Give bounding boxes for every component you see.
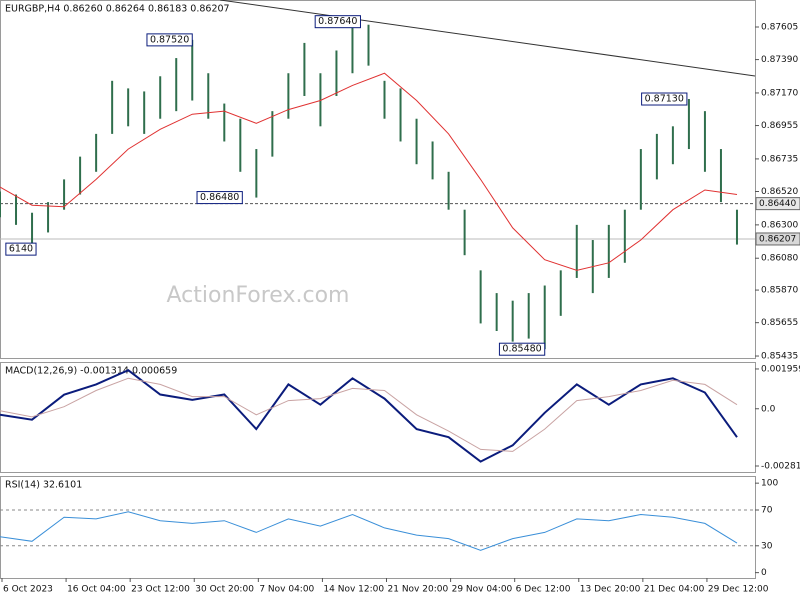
price-annotation: 0.86480 <box>196 191 243 205</box>
indicator-line <box>0 511 738 551</box>
x-tick-label: 6 Dec 12:00 <box>516 585 571 595</box>
x-tick-label: 21 Dec 04:00 <box>644 585 705 595</box>
annotation-label: 0.85480 <box>502 344 541 355</box>
panel-frame <box>0 362 756 473</box>
panel-title: MACD(12,26,9) -0.001314 0.000659 <box>5 366 177 377</box>
annotation-label: 6140 <box>9 244 33 255</box>
x-tick-label: 7 Nov 04:00 <box>259 585 314 595</box>
y-tick-label: 70 <box>761 506 773 516</box>
panel-title: RSI(14) 32.6101 <box>5 480 82 491</box>
panel-frame <box>0 0 756 359</box>
y-tick-label: -0.002818 <box>761 461 800 471</box>
y-tick-label: 0.86080 <box>761 254 798 264</box>
y-tick-label: 0.001959 <box>761 364 800 374</box>
indicator-line <box>0 369 738 463</box>
x-tick-label: 29 Dec 12:00 <box>708 585 769 595</box>
y-tick-label: 0.86300 <box>761 220 798 230</box>
annotation-box <box>5 242 37 256</box>
x-tick-label: 23 Oct 12:00 <box>131 585 190 595</box>
annotation-box <box>641 92 688 106</box>
price-annotation: 0.85480 <box>498 342 546 356</box>
annotation-label: 0.86480 <box>200 192 239 203</box>
y-tick-label: 0.85870 <box>761 286 798 296</box>
annotation-label: 0.87520 <box>150 34 189 45</box>
price-annotation: 6140 <box>5 242 37 256</box>
y-tick-label: 0.87390 <box>761 55 798 65</box>
annotation-box <box>498 342 546 356</box>
x-tick-label: 6 Oct 2023 <box>3 585 53 595</box>
annotation-label: 0.87640 <box>318 16 357 27</box>
y-tick-label: 0.85435 <box>761 352 798 362</box>
price-annotation: 0.87520 <box>146 33 193 47</box>
price-badge-label: 0.86207 <box>759 234 796 244</box>
annotation-box <box>196 191 243 205</box>
price-annotation: 0.87640 <box>314 15 361 29</box>
y-tick-label: 0.86955 <box>761 121 798 131</box>
y-tick-label: 0 <box>761 568 767 578</box>
panel-title: EURGBP,H4 0.86260 0.86264 0.86183 0.8620… <box>5 4 230 15</box>
annotation-label: 0.87130 <box>645 94 684 105</box>
y-tick-label: 0.87605 <box>761 22 798 32</box>
y-tick-label: 0.0 <box>761 404 776 414</box>
y-tick-label: 30 <box>761 541 773 551</box>
annotation-box <box>146 33 193 47</box>
y-tick-label: 0.86735 <box>761 154 798 164</box>
price-badge <box>755 232 800 246</box>
price-badge-label: 0.86440 <box>759 199 796 209</box>
x-tick-label: 16 Oct 04:00 <box>67 585 126 595</box>
price-annotation: 0.87130 <box>641 92 688 106</box>
moving-average <box>0 72 738 271</box>
price-badge <box>755 197 800 211</box>
watermark: ActionForex.com <box>167 283 350 308</box>
indicator-line <box>0 377 738 452</box>
panel-frame <box>0 476 756 579</box>
x-tick-label: 13 Dec 20:00 <box>580 585 641 595</box>
x-tick-label: 30 Oct 20:00 <box>195 585 254 595</box>
annotation-box <box>314 15 361 29</box>
y-tick-label: 100 <box>761 479 778 489</box>
y-tick-label: 0.87170 <box>761 88 798 98</box>
trendline <box>220 0 756 77</box>
x-tick-label: 21 Nov 20:00 <box>388 585 449 595</box>
x-tick-label: 14 Nov 12:00 <box>323 585 384 595</box>
y-tick-label: 0.85655 <box>761 318 798 328</box>
y-tick-label: 0.86520 <box>761 187 798 197</box>
x-tick-label: 29 Nov 04:00 <box>452 585 513 595</box>
